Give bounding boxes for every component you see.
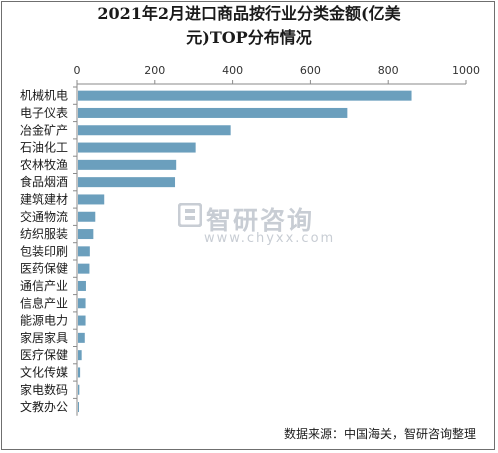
bar-8	[78, 229, 94, 240]
bar-17	[78, 384, 80, 395]
watermark-logo-icon	[177, 202, 203, 228]
category-label-15: 医疗保健	[20, 348, 68, 362]
category-label-18: 文教办公	[20, 399, 68, 414]
bar-6	[78, 194, 105, 205]
x-tick-label-2: 400	[222, 64, 243, 77]
bar-2	[78, 125, 231, 136]
bar-12	[78, 298, 86, 309]
bar-1	[78, 107, 348, 118]
bar-3	[78, 142, 196, 153]
category-label-7: 交通物流	[20, 209, 68, 224]
category-label-14: 家居家具	[20, 330, 68, 345]
category-label-9: 包装印刷	[20, 244, 68, 258]
category-label-0: 机械机电	[20, 88, 68, 103]
bar-18	[78, 402, 79, 413]
x-tick-label-1: 200	[144, 64, 165, 77]
chart-title: 2021年2月进口商品按行业分类金额(亿美 元)TOP分布情况	[0, 2, 498, 50]
category-label-13: 能源电力	[20, 314, 68, 328]
bar-15	[78, 350, 82, 361]
source-note: 数据来源：中国海关，智研咨询整理	[283, 427, 476, 441]
chart-title-line-1: 2021年2月进口商品按行业分类金额(亿美	[97, 4, 401, 23]
bar-4	[78, 159, 177, 170]
bar-16	[78, 367, 81, 378]
bar-5	[78, 177, 176, 188]
category-label-10: 医药保健	[20, 262, 68, 276]
category-label-6: 建筑建材	[20, 191, 68, 206]
x-tick-label-3: 600	[300, 64, 321, 77]
category-label-8: 纺织服装	[20, 227, 68, 241]
category-label-12: 信息产业	[20, 295, 68, 310]
bar-11	[78, 280, 86, 291]
category-label-2: 冶金矿产	[20, 122, 68, 137]
category-label-16: 文化传媒	[20, 364, 68, 379]
category-label-4: 农林牧渔	[20, 158, 68, 172]
chart-title-line-2: 元)TOP分布情况	[186, 28, 312, 47]
watermark-text: 智研咨询	[206, 206, 315, 235]
watermark-url: www.chyxx.com	[204, 231, 336, 246]
x-tick-label-5: 1000	[452, 64, 480, 77]
category-label-5: 食品烟酒	[20, 174, 68, 189]
bar-9	[78, 246, 90, 257]
bar-14	[78, 332, 85, 343]
bar-10	[78, 263, 90, 274]
bar-0	[78, 90, 412, 101]
category-label-17: 家电数码	[20, 382, 68, 397]
category-label-11: 通信产业	[20, 279, 68, 293]
x-tick-label-0: 0	[74, 64, 81, 77]
bar-13	[78, 315, 86, 326]
bar-7	[78, 211, 96, 222]
x-tick-label-4: 800	[378, 64, 399, 77]
category-label-3: 石油化工	[20, 141, 68, 155]
category-label-1: 电子仪表	[20, 106, 68, 120]
